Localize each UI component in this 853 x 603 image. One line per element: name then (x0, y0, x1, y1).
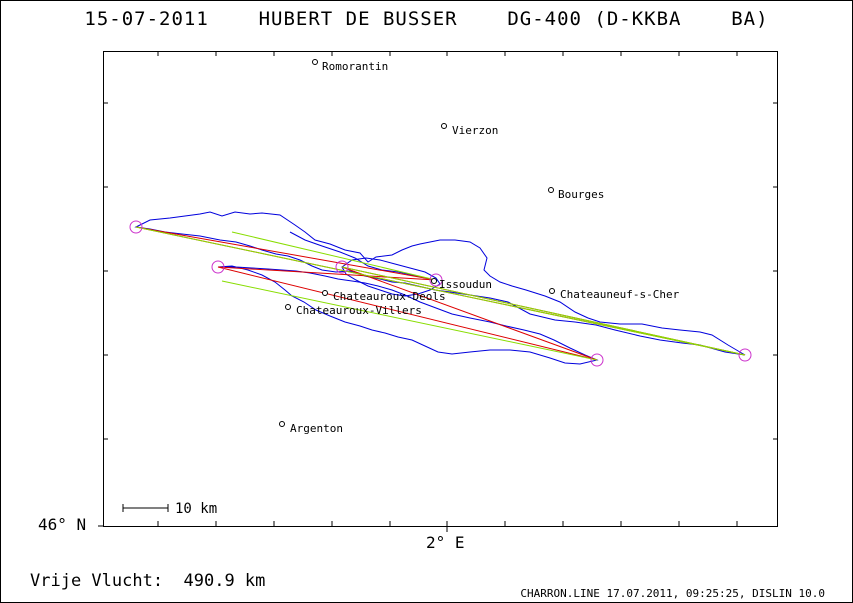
city-label-romorantin: Romorantin (322, 60, 388, 73)
city-label-chateauroux-deols: Chateauroux-Deols (333, 290, 446, 303)
scale-bar-label: 10 km (175, 501, 217, 517)
city-label-chateauroux-villers: Chateauroux-Villers (296, 304, 422, 317)
city-marker (431, 278, 437, 284)
city-label-bourges: Bourges (558, 188, 604, 201)
flight-track (134, 211, 746, 356)
free-flight-distance: Vrije Vlucht: 490.9 km (30, 571, 266, 591)
city-label-issoudun: Issoudun (439, 278, 492, 291)
turnpoint-marker (590, 353, 604, 367)
bottom-axis-ticks (157, 521, 738, 532)
turnpoint-marker (211, 260, 225, 274)
page-title: 15-07-2011 HUBERT DE BUSSER DG-400 (D-KK… (84, 8, 769, 30)
map-plot-area (103, 51, 778, 527)
right-axis-ticks (773, 102, 778, 440)
city-marker (322, 290, 328, 296)
turnpoints (129, 220, 752, 367)
city-label-chateauneuf: Chateauneuf-s-Cher (560, 288, 680, 301)
top-axis-ticks (157, 51, 738, 56)
file-info: CHARRON.LINE 17.07.2011, 09:25:25, DISLI… (520, 587, 825, 600)
left-axis-ticks (98, 102, 108, 527)
flight-track-2 (217, 265, 599, 365)
flight-track-4 (289, 231, 438, 281)
latitude-label: 46° N (38, 515, 87, 534)
city-label-vierzon: Vierzon (452, 124, 498, 137)
city-marker (312, 59, 318, 65)
city-markers: Romorantin Vierzon Bourges Issoudun Chat… (279, 59, 680, 435)
city-marker (441, 123, 447, 129)
city-marker (285, 304, 291, 310)
city-marker (279, 421, 285, 427)
city-marker (548, 187, 554, 193)
task-lines-green (135, 226, 746, 361)
turnpoint-marker (738, 348, 752, 362)
turnpoint-marker (335, 260, 349, 274)
city-marker (549, 288, 555, 294)
turnpoint-marker (129, 220, 143, 234)
turnpoint-marker (429, 273, 443, 287)
scale-bar: 10 km (122, 501, 217, 517)
longitude-label: 2° E (426, 533, 465, 552)
city-label-argenton: Argenton (290, 422, 343, 435)
